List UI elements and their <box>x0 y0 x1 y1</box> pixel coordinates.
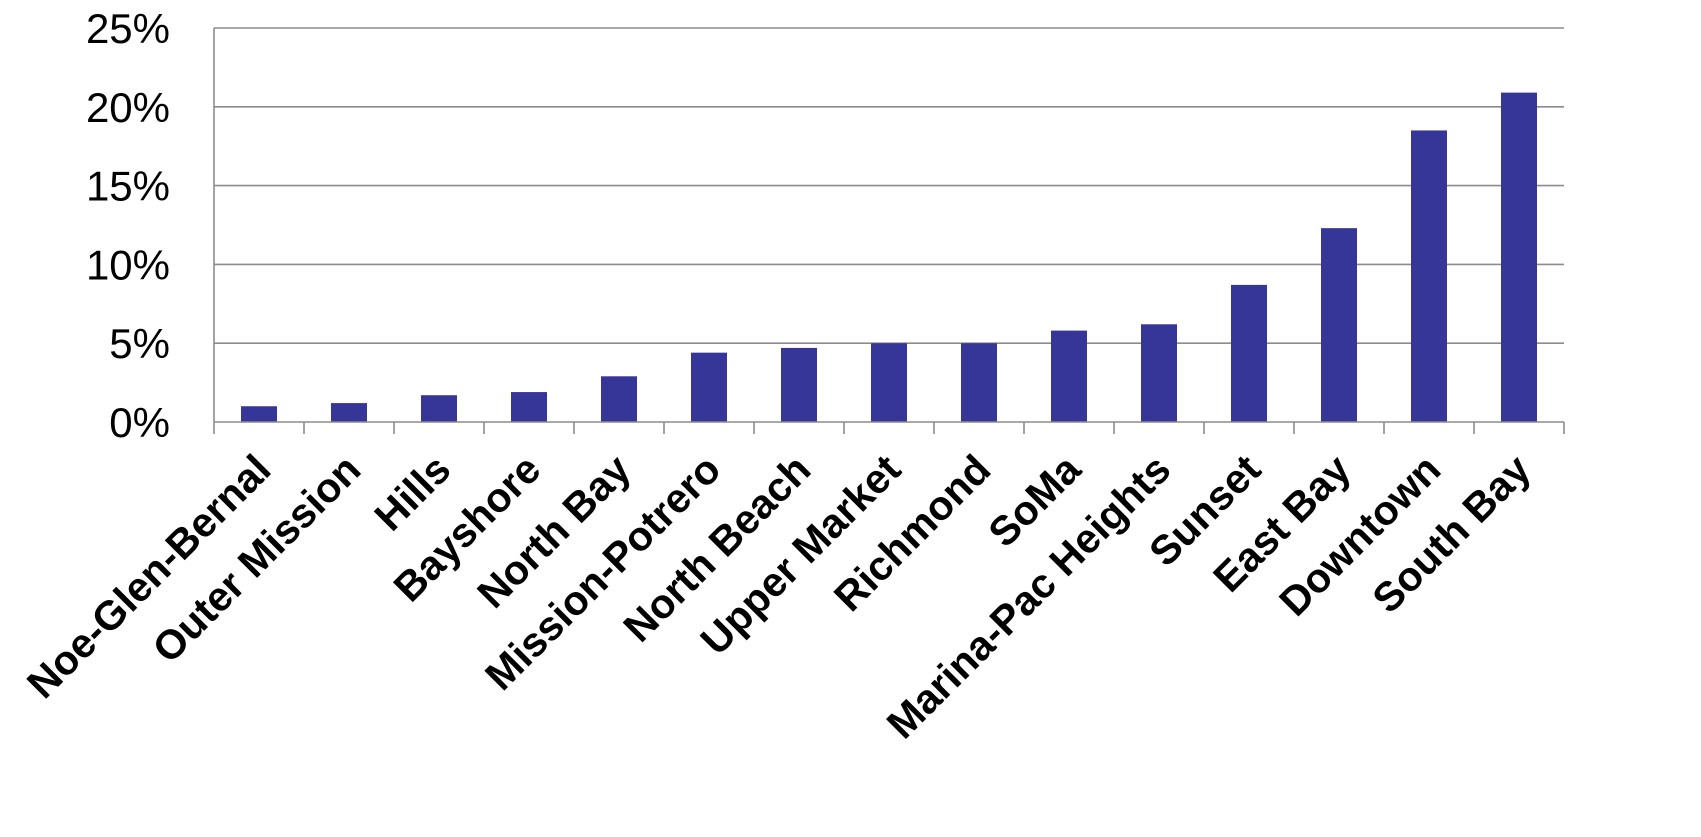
bar-8 <box>961 343 997 422</box>
y-tick-label-15: 15% <box>86 163 170 210</box>
bar-14 <box>1501 92 1537 422</box>
y-tick-label-0: 0% <box>109 399 170 446</box>
bar-2 <box>421 395 457 422</box>
bar-3 <box>511 392 547 422</box>
bar-5 <box>691 352 727 422</box>
bar-4 <box>601 376 637 422</box>
bar-0 <box>241 406 277 422</box>
bar-10 <box>1141 324 1177 422</box>
bar-9 <box>1051 330 1087 422</box>
y-tick-label-25: 25% <box>86 5 170 52</box>
y-tick-label-20: 20% <box>86 84 170 131</box>
bar-6 <box>781 347 817 422</box>
bar-7 <box>871 343 907 422</box>
y-tick-label-10: 10% <box>86 241 170 288</box>
bar-13 <box>1411 130 1447 422</box>
gridlines <box>213 27 1564 422</box>
x-axis <box>213 421 1565 434</box>
bars <box>241 92 1537 422</box>
bar-12 <box>1321 228 1357 422</box>
bar-11 <box>1231 284 1267 422</box>
bar-1 <box>331 403 367 422</box>
y-tick-label-5: 5% <box>109 320 170 367</box>
y-axis-tick-labels: 0% 5% 10% 15% 20% 25% <box>86 5 170 446</box>
